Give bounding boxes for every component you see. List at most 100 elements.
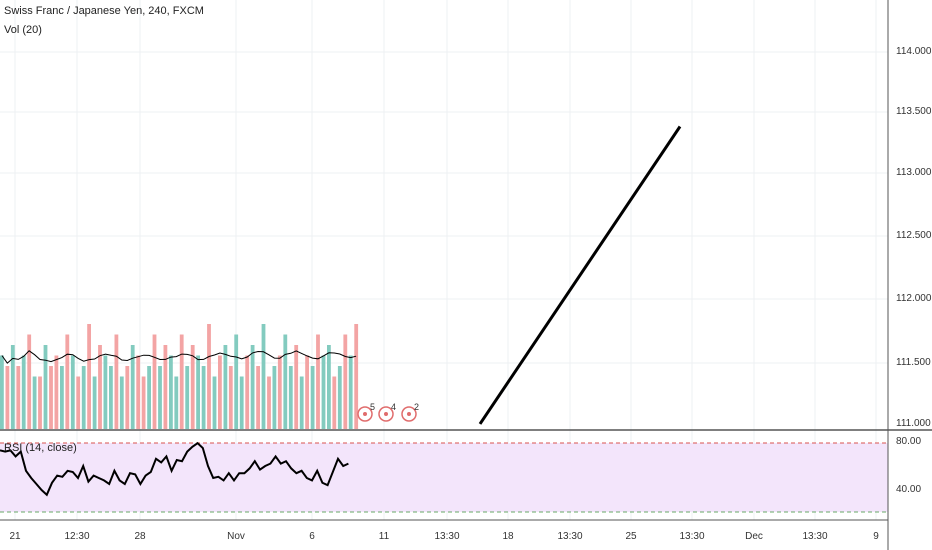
- volume-bar: [103, 355, 108, 429]
- volume-bars: [0, 324, 359, 429]
- price-label: 112.500: [896, 230, 932, 241]
- volume-bar: [343, 334, 348, 429]
- volume-bar: [354, 324, 359, 429]
- volume-bar: [125, 366, 130, 429]
- time-label: 28: [134, 531, 146, 542]
- volume-bar: [272, 366, 277, 429]
- event-count: 4: [391, 402, 396, 412]
- volume-bar: [158, 366, 162, 429]
- time-label: 9: [873, 531, 879, 542]
- volume-bar: [109, 366, 113, 429]
- volume-bar: [179, 334, 184, 429]
- time-label: 13:30: [557, 531, 583, 542]
- volume-bar: [60, 366, 64, 429]
- volume-bar: [163, 345, 168, 429]
- volume-bar: [267, 376, 271, 429]
- volume-bar: [201, 366, 206, 429]
- price-label: 112.000: [896, 293, 932, 304]
- volume-bar: [169, 355, 173, 429]
- volume-bar: [65, 334, 70, 429]
- volume-bar: [321, 355, 326, 429]
- time-label: Nov: [227, 531, 245, 542]
- volume-bar: [239, 376, 244, 429]
- rsi-level-40: 40.00: [896, 484, 922, 495]
- volume-bar: [119, 376, 124, 429]
- volume-bar: [310, 366, 315, 429]
- time-label: 25: [625, 531, 637, 542]
- volume-bar: [174, 376, 179, 429]
- price-label: 114.000: [896, 46, 932, 57]
- volume-bar: [21, 355, 26, 429]
- volume-bar: [87, 324, 91, 429]
- volume-bar: [316, 334, 320, 429]
- volume-bar: [136, 355, 141, 429]
- volume-bar: [152, 334, 157, 429]
- volume-bar: [114, 334, 119, 429]
- earnings-event-icon[interactable]: 5: [357, 402, 375, 422]
- symbol-title[interactable]: Swiss Franc / Japanese Yen, 240, FXCM: [4, 5, 204, 17]
- volume-bar: [10, 345, 15, 429]
- volume-bar: [245, 355, 250, 429]
- time-label: 21: [9, 531, 21, 542]
- volume-bar: [337, 366, 342, 429]
- price-label: 111.500: [896, 357, 931, 368]
- time-label: 13:30: [434, 531, 460, 542]
- rsi-band: [0, 443, 888, 512]
- time-label: 18: [502, 531, 514, 542]
- volume-legend[interactable]: Vol (20): [4, 24, 42, 36]
- volume-bar: [130, 345, 135, 429]
- volume-bar: [207, 324, 211, 429]
- volume-bar: [43, 345, 48, 429]
- event-count: 2: [414, 402, 419, 412]
- time-label: 12:30: [64, 531, 90, 542]
- volume-bar: [223, 345, 228, 429]
- time-label: 11: [378, 531, 390, 542]
- event-count: 5: [370, 402, 375, 412]
- volume-bar: [16, 366, 21, 429]
- volume-bar: [305, 355, 309, 429]
- volume-bar: [283, 334, 288, 429]
- trend-line-drawing[interactable]: [478, 125, 682, 425]
- volume-bar: [228, 366, 233, 429]
- rsi-level-80: 80.00: [896, 436, 922, 447]
- volume-bar: [92, 376, 97, 429]
- earnings-event-icon[interactable]: 4: [378, 402, 396, 422]
- time-label: Dec: [745, 531, 763, 542]
- rsi-legend[interactable]: RSI (14, close): [4, 442, 77, 454]
- volume-bar: [32, 376, 37, 429]
- volume-moving-average: [1, 350, 357, 364]
- rsi-line: [0, 441, 349, 497]
- volume-bar: [76, 376, 81, 429]
- volume-bar: [234, 334, 239, 429]
- time-label: 13:30: [802, 531, 828, 542]
- volume-bar: [5, 366, 10, 429]
- volume-bar: [277, 355, 282, 429]
- volume-bar: [190, 345, 195, 429]
- volume-bar: [49, 366, 53, 429]
- time-label: 13:30: [679, 531, 705, 542]
- volume-bar: [54, 355, 59, 429]
- volume-bar: [299, 376, 304, 429]
- time-label: 6: [309, 531, 315, 542]
- price-label: 113.000: [896, 167, 932, 178]
- volume-bar: [332, 376, 337, 429]
- volume-bar: [185, 366, 190, 429]
- earnings-event-icon[interactable]: 2: [401, 402, 419, 422]
- volume-bar: [294, 345, 299, 429]
- grid-lines: [0, 0, 888, 520]
- volume-bar: [81, 366, 86, 429]
- event-markers[interactable]: 5 4 2: [357, 402, 419, 422]
- volume-bar: [288, 366, 293, 429]
- volume-bar: [327, 345, 331, 429]
- price-label: 113.500: [896, 106, 932, 117]
- volume-bar: [70, 355, 75, 429]
- volume-bar: [250, 345, 255, 429]
- volume-bar: [218, 355, 222, 429]
- volume-bar: [38, 376, 42, 429]
- volume-bar: [196, 355, 200, 429]
- volume-bar: [0, 355, 4, 429]
- volume-bar: [212, 376, 217, 429]
- volume-bar: [141, 376, 146, 429]
- volume-bar: [147, 366, 151, 429]
